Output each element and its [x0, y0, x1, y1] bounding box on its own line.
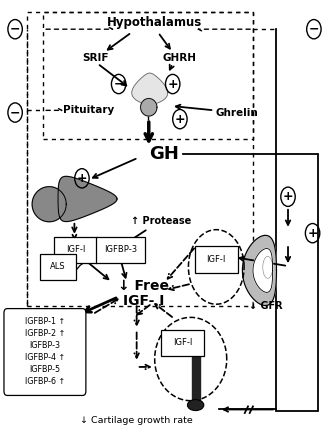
Text: Pituitary: Pituitary: [63, 105, 114, 115]
Text: IGFBP-3: IGFBP-3: [104, 246, 137, 254]
Text: GH: GH: [150, 145, 179, 163]
Ellipse shape: [189, 345, 203, 355]
Text: +: +: [307, 227, 318, 240]
FancyBboxPatch shape: [54, 237, 97, 263]
Text: ↓ GFR: ↓ GFR: [249, 301, 282, 311]
Text: −: −: [114, 77, 124, 91]
FancyBboxPatch shape: [40, 254, 76, 280]
Text: −: −: [10, 106, 20, 119]
Text: ↓ Cartilage growth rate: ↓ Cartilage growth rate: [80, 416, 193, 425]
Text: ALS: ALS: [50, 262, 66, 271]
Text: IGF-I: IGF-I: [207, 255, 226, 264]
Polygon shape: [192, 353, 200, 402]
Text: −: −: [10, 23, 20, 36]
Text: ↑ Protease: ↑ Protease: [131, 216, 191, 226]
Text: IGFBP-1 ↑
IGFBP-2 ↑
IGFBP-3
IGFBP-4 ↑
IGFBP-5
IGFBP-6 ↑: IGFBP-1 ↑ IGFBP-2 ↑ IGFBP-3 IGFBP-4 ↑ IG…: [25, 317, 65, 386]
Text: +: +: [175, 113, 185, 125]
FancyBboxPatch shape: [96, 237, 145, 263]
FancyBboxPatch shape: [161, 330, 204, 356]
Ellipse shape: [188, 400, 204, 411]
Text: IGF-I: IGF-I: [66, 246, 85, 254]
Text: +: +: [167, 77, 178, 91]
Text: +: +: [283, 190, 293, 203]
Polygon shape: [32, 187, 66, 222]
Text: Hypothalamus: Hypothalamus: [107, 16, 202, 29]
Text: SRIF: SRIF: [83, 53, 109, 63]
Text: −: −: [309, 23, 319, 36]
Text: Ghrelin: Ghrelin: [215, 107, 258, 117]
Polygon shape: [132, 73, 168, 105]
FancyBboxPatch shape: [195, 246, 238, 273]
Text: GHRH: GHRH: [162, 53, 196, 63]
Polygon shape: [242, 235, 276, 305]
Polygon shape: [140, 99, 157, 116]
Text: ↓ Free
IGF- I: ↓ Free IGF- I: [118, 279, 169, 308]
FancyBboxPatch shape: [4, 308, 86, 396]
Polygon shape: [58, 176, 117, 222]
Text: IGF-I: IGF-I: [173, 338, 192, 347]
Polygon shape: [253, 249, 273, 292]
Text: +: +: [77, 172, 87, 185]
